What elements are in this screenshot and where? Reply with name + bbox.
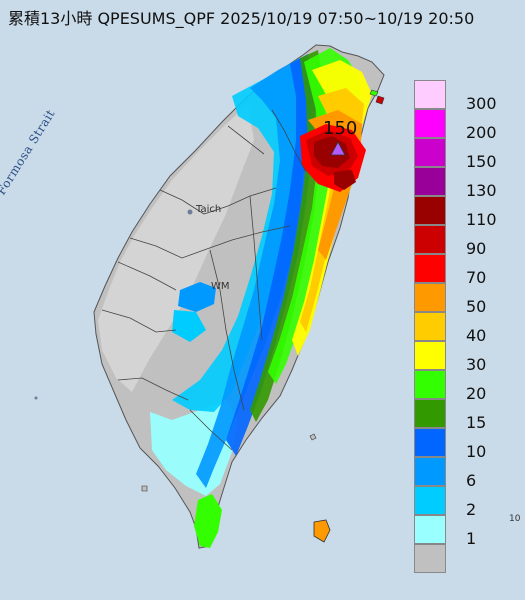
legend-swatch [414,196,446,225]
legend-swatch [414,341,446,370]
rain-green-south [194,494,222,548]
rain-blue [196,58,312,488]
legend-label: 15 [466,413,487,432]
legend-swatch [414,486,446,515]
legend-swatch [414,80,446,109]
orchid-island-icon [313,519,331,543]
legend-label: 1 [466,529,477,548]
liuqiu-islet-icon [141,485,148,492]
place-label-wm: WM [211,281,230,292]
legend-label: 110 [466,210,497,229]
legend-label: 150 [466,152,497,171]
legend-swatch [414,370,446,399]
legend-label: 30 [466,355,487,374]
rain-patch-center-2 [172,310,206,342]
county-boundaries [101,109,307,451]
legend-swatch [414,167,446,196]
legend-swatch [414,428,446,457]
legend-label: 70 [466,268,487,287]
rain-maroon-2 [334,170,356,190]
edge-label: 10 [509,514,521,524]
map-title: 累積13小時 QPESUMS_QPF 2025/10/19 07:50~10/1… [8,9,475,28]
legend-label: 20 [466,384,487,403]
max-rain-marker-icon [330,141,346,156]
legend-label: 200 [466,123,497,142]
green-island-icon [309,433,317,441]
offshore-islet-north [375,95,385,105]
legend-swatch [414,457,446,486]
legend-swatch [414,138,446,167]
legend-label: 50 [466,297,487,316]
legend-swatch [414,283,446,312]
legend-swatch [414,544,446,573]
offshore-islet-turtle [369,89,379,97]
legend-label: 2 [466,500,477,519]
legend-label: 40 [466,326,487,345]
rain-maroon [314,136,350,168]
legend-swatch [414,399,446,428]
legend-label: 300 [466,94,497,113]
max-rainfall-label: 150 [323,118,358,139]
legend-label: 90 [466,239,487,258]
city-marker-taichung-icon [187,209,193,215]
legend-swatch [414,254,446,283]
place-label-taichung: Taich [196,204,222,215]
western-plain [98,104,254,392]
rain-patch-center [178,282,216,312]
legend-swatch [414,312,446,341]
legend-swatch [414,225,446,254]
legend-label: 10 [466,442,487,461]
legend-swatch [414,109,446,138]
legend-label: 130 [466,181,497,200]
legend-swatch [414,515,446,544]
city-marker-penghu-icon [34,396,38,400]
legend-label: 6 [466,471,477,490]
